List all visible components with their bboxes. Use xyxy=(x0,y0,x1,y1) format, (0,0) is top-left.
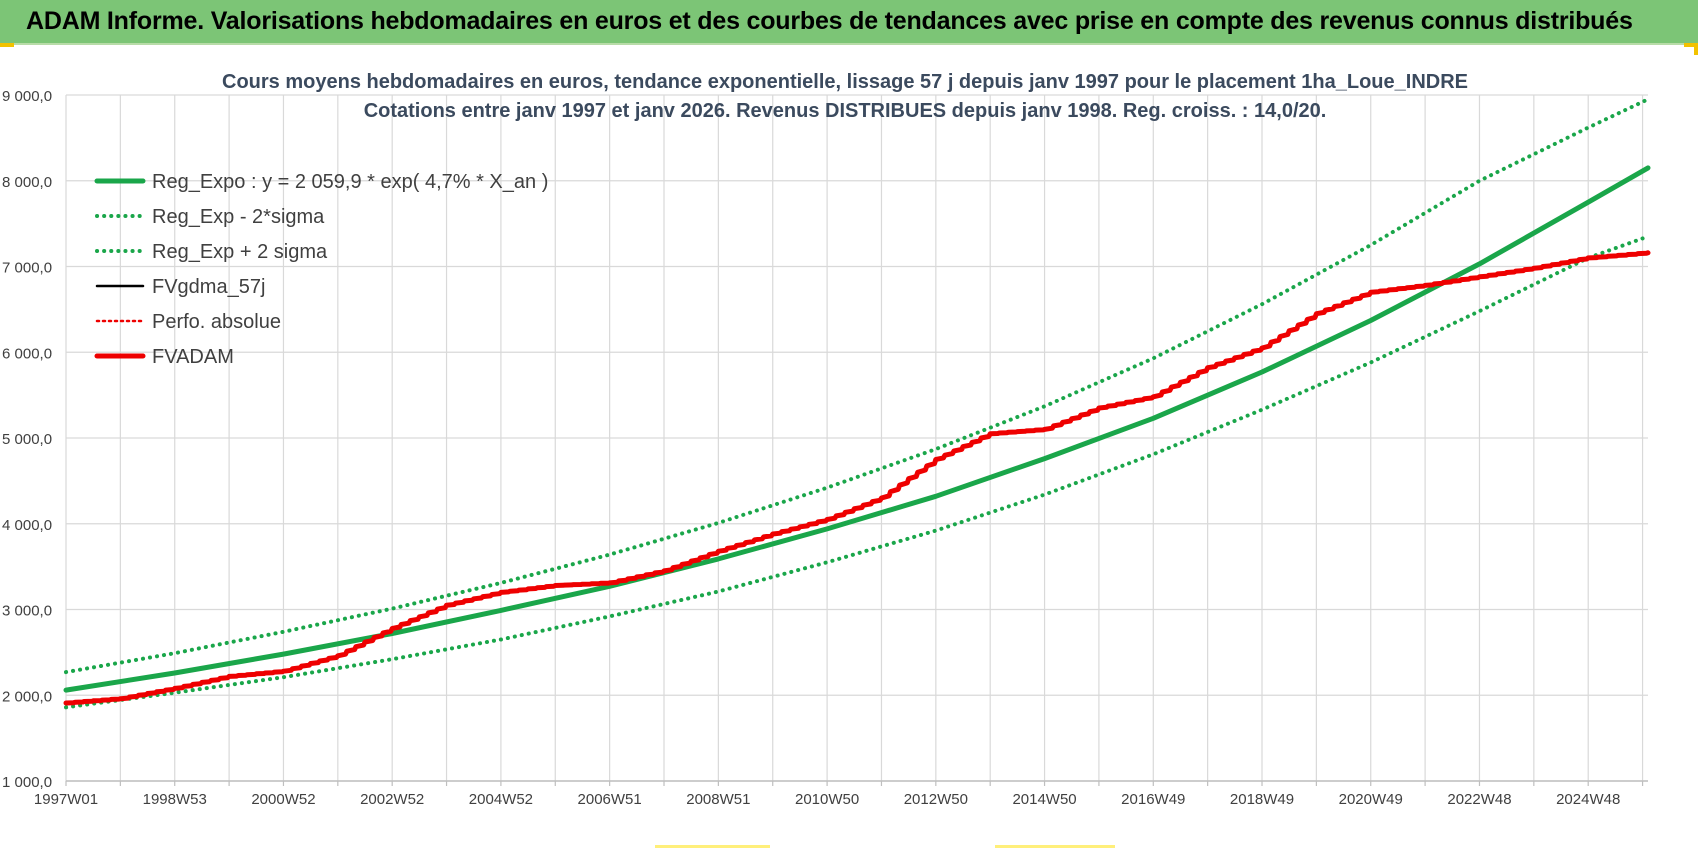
x-tick-label: 2016W49 xyxy=(1121,791,1185,808)
y-tick-label: 8 000,0 xyxy=(2,174,52,191)
x-tick-label: 2010W50 xyxy=(795,791,859,808)
y-tick-label: 7 000,0 xyxy=(2,260,52,277)
x-tick-label: 2008W51 xyxy=(686,791,750,808)
y-tick-label: 5 000,0 xyxy=(2,431,52,448)
series-reg-expo xyxy=(63,165,1651,693)
series-reg-exp-minus xyxy=(64,234,1650,710)
legend-label: Reg_Exp - 2*sigma xyxy=(152,206,325,228)
x-tick-label: 2022W48 xyxy=(1447,791,1511,808)
corner-mark-right xyxy=(1684,43,1698,47)
title-bar: ADAM Informe. Valorisations hebdomadaire… xyxy=(0,0,1698,45)
x-tick-label: 2000W52 xyxy=(251,791,315,808)
x-tick-label: 2014W50 xyxy=(1012,791,1076,808)
chart-title: Cours moyens hebdomadaires en euros, ten… xyxy=(222,71,1468,93)
x-tick-label: 1998W53 xyxy=(143,791,207,808)
series-reg-exp-plus xyxy=(64,97,1650,675)
series-group xyxy=(63,97,1651,710)
series-fvadam xyxy=(63,250,1651,706)
y-tick-label: 2 000,0 xyxy=(2,688,52,705)
chart-subtitle: Cotations entre janv 1997 et janv 2026. … xyxy=(364,100,1327,122)
x-tick-label: 2024W48 xyxy=(1556,791,1620,808)
bottom-highlight-1 xyxy=(655,845,770,848)
y-tick-label: 1 000,0 xyxy=(2,774,52,791)
x-tick-label: 2020W49 xyxy=(1339,791,1403,808)
legend-label: FVADAM xyxy=(152,346,234,368)
x-tick-label: 2012W50 xyxy=(904,791,968,808)
corner-mark-left xyxy=(0,43,14,47)
x-tick-label: 2002W52 xyxy=(360,791,424,808)
grid xyxy=(65,94,1648,782)
x-tick-label: 2006W51 xyxy=(578,791,642,808)
page-title: ADAM Informe. Valorisations hebdomadaire… xyxy=(26,7,1633,35)
x-tick-label: 1997W01 xyxy=(34,791,98,808)
legend-label: FVgdma_57j xyxy=(152,276,265,298)
x-tick-label: 2018W49 xyxy=(1230,791,1294,808)
legend-label: Reg_Expo : y = 2 059,9 * exp( 4,7% * X_a… xyxy=(152,171,548,193)
y-tick-label: 9 000,0 xyxy=(2,88,52,105)
legend-label: Perfo. absolue xyxy=(152,311,281,333)
legend: Reg_Expo : y = 2 059,9 * exp( 4,7% * X_a… xyxy=(94,171,548,368)
bottom-highlight-2 xyxy=(995,845,1115,848)
axes: 1 000,0 2 000,0 3 000,0 4 000,0 5 000,0 6 000… xyxy=(2,88,1648,808)
y-tick-label: 6 000,0 xyxy=(2,345,52,362)
corner-mark-right-edge xyxy=(1694,43,1698,55)
x-tick-label: 2004W52 xyxy=(469,791,533,808)
chart-area: 1 000,0 2 000,0 3 000,0 4 000,0 5 000,0 6 000… xyxy=(2,71,1651,808)
legend-label: Reg_Exp + 2 sigma xyxy=(152,241,328,263)
y-tick-label: 4 000,0 xyxy=(2,517,52,534)
y-tick-label: 3 000,0 xyxy=(2,603,52,620)
